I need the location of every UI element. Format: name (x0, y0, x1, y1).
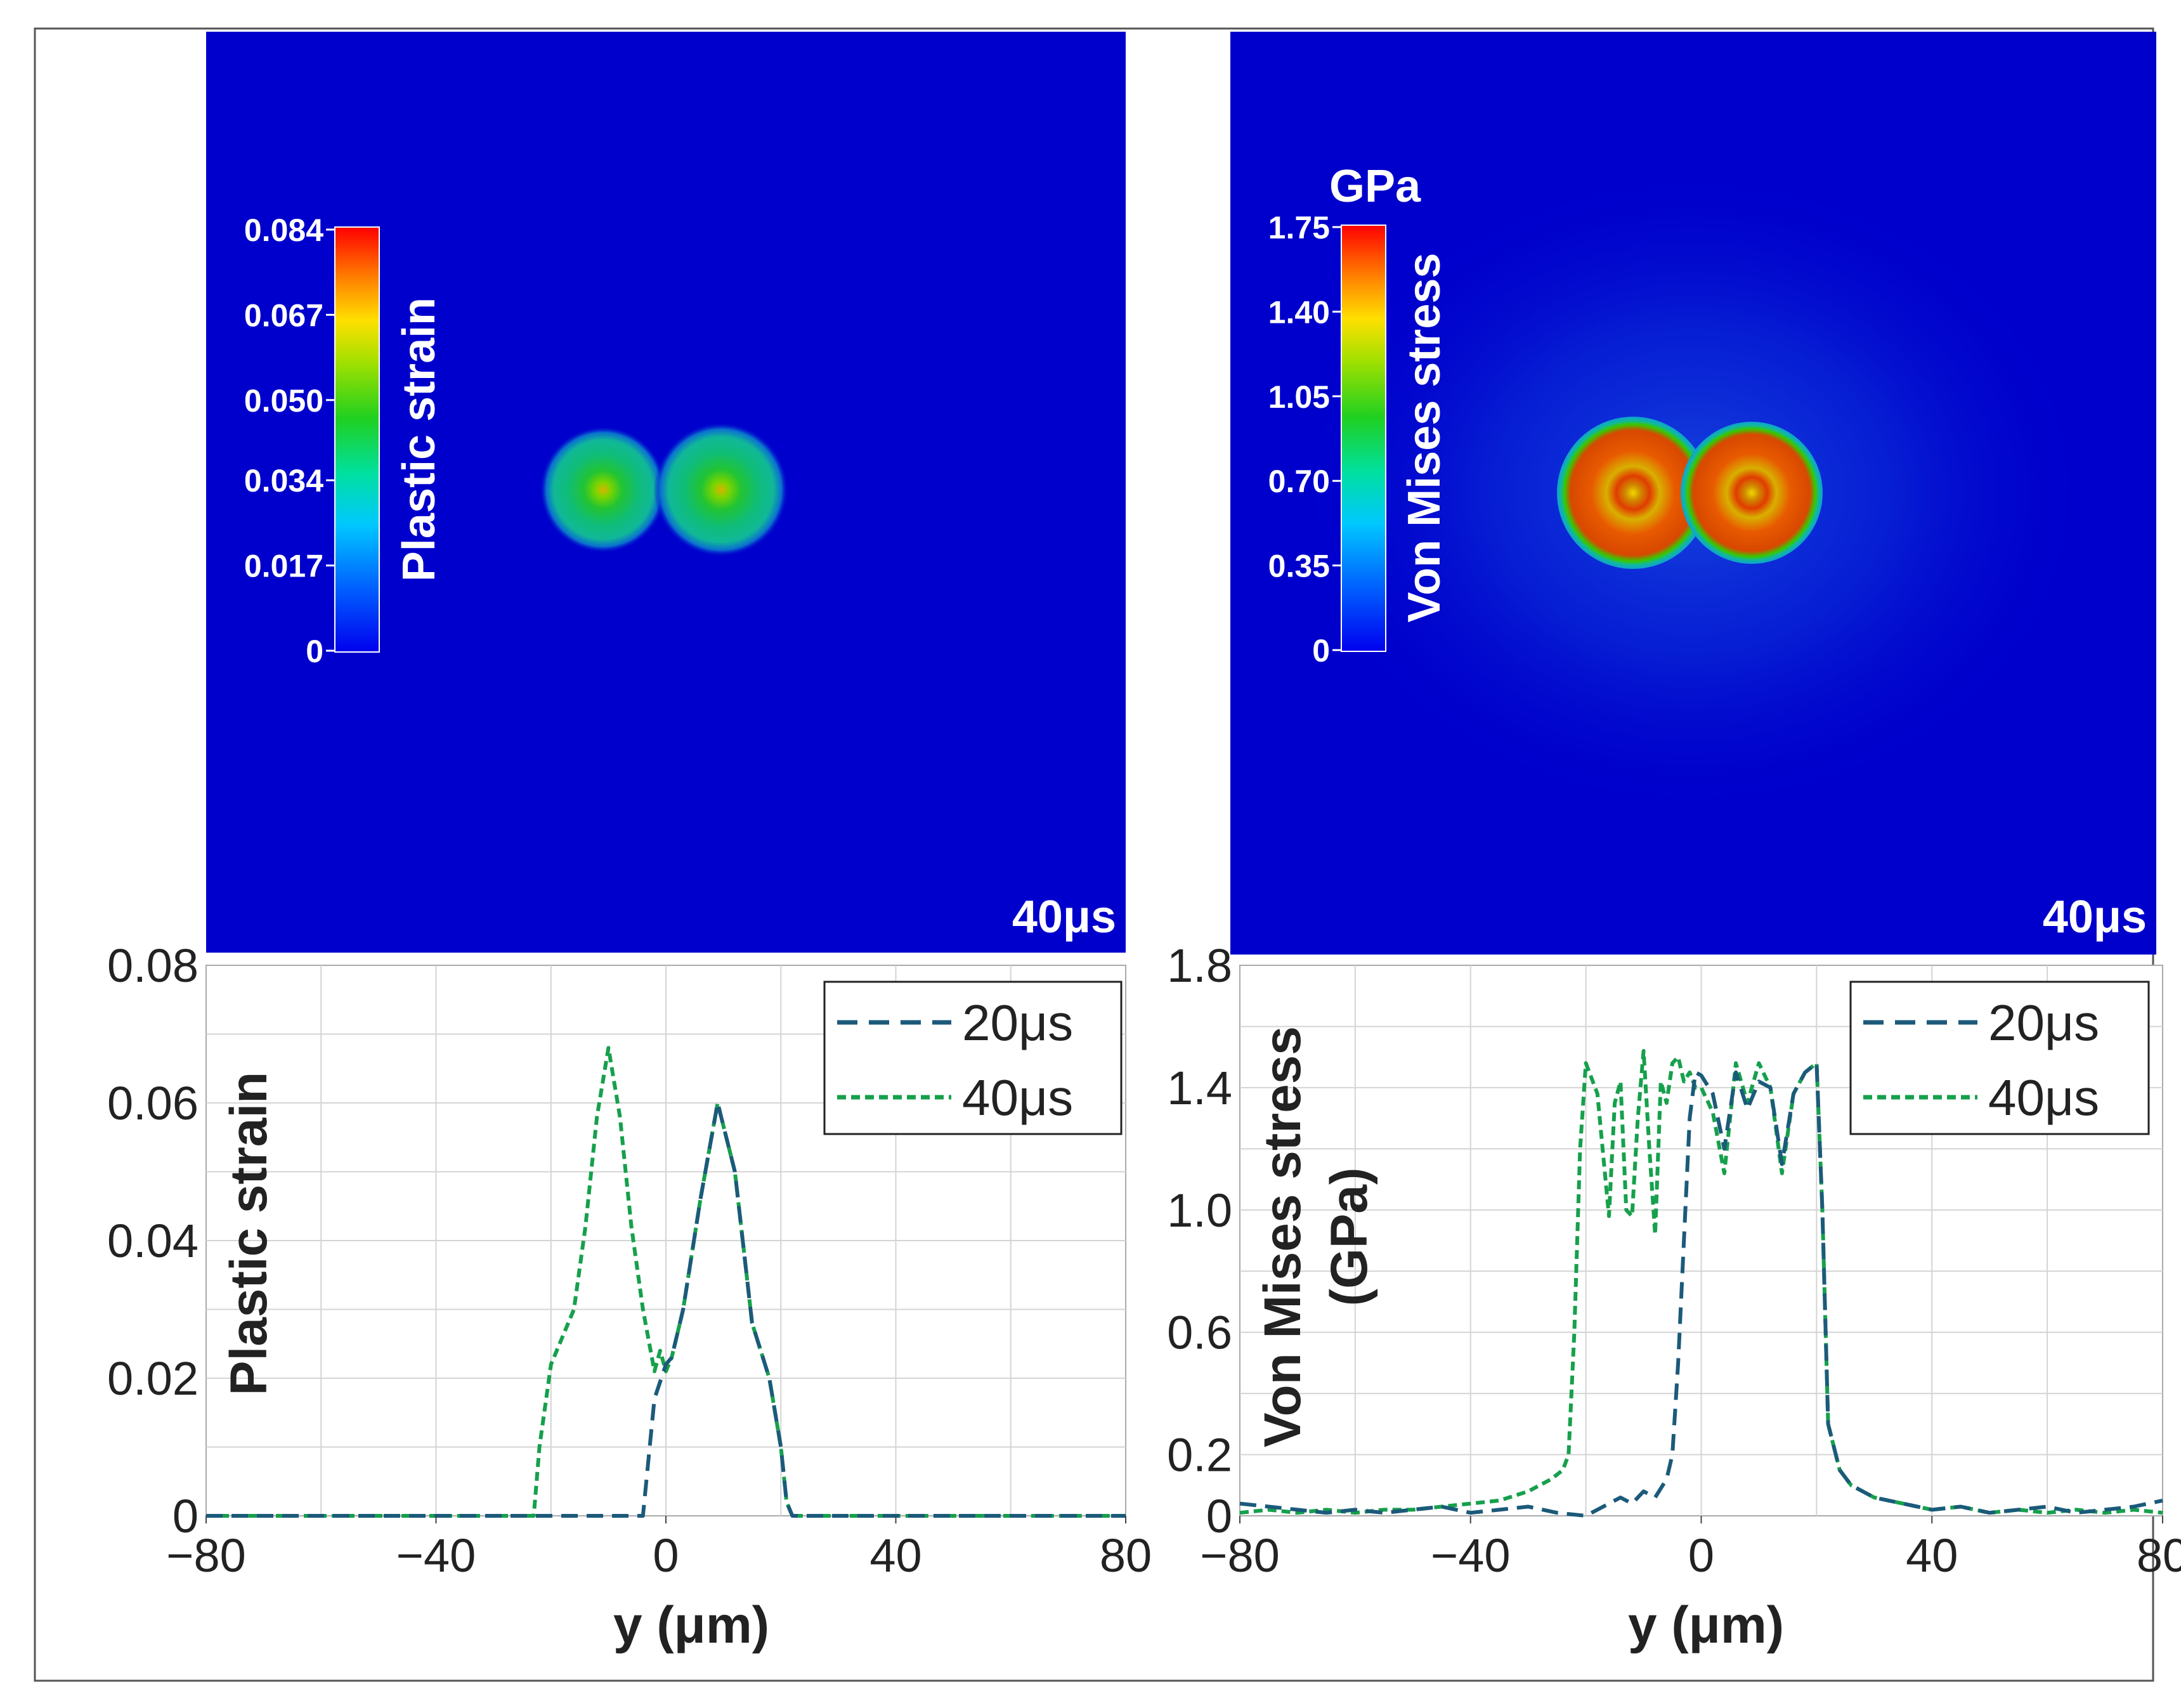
stress-colorbar-tick-label: 1.05 (1268, 379, 1330, 415)
stress-colorbar-tick-label: 1.75 (1268, 210, 1330, 245)
strain-chart-xlabel: y (μm) (613, 1596, 769, 1654)
stress-map-time-label: 40μs (2043, 892, 2147, 942)
strain-colorbar-tick-label: 0.084 (244, 212, 323, 248)
strain-y-tick-label: 0.06 (107, 1077, 199, 1130)
strain-map-time-label: 40μs (1012, 892, 1116, 942)
strain-colorbar-tick-label: 0.034 (244, 463, 323, 499)
stress-colorbar (1341, 225, 1386, 652)
strain-x-tick-label: 0 (653, 1529, 679, 1582)
stress-chart-ylabel-line2: (GPa) (1320, 1168, 1378, 1307)
strain-hotspot-left (540, 426, 667, 553)
stress-x-tick-label: −40 (1431, 1529, 1511, 1582)
strain-chart-series (206, 1046, 1126, 1518)
stress-chart-series (1239, 1049, 2163, 1518)
stress-chart-x-ticks: −80 −40 0 40 80 (1200, 1516, 2181, 1582)
strain-y-tick-label: 0.04 (107, 1215, 199, 1267)
stress-series-line-40us (1239, 1049, 2163, 1515)
stress-y-tick-label: 0.2 (1167, 1429, 1232, 1482)
strain-colorbar-tick-label: 0 (306, 634, 323, 669)
strain-chart-x-ticks: −80 −40 0 40 80 (166, 1516, 1152, 1582)
stress-map-panel: 1.75 1.40 1.05 0.70 0.35 0 GPa Von Mises stre… (1230, 32, 2156, 955)
strain-chart-legend: 20μs 40μs (823, 981, 1123, 1135)
stress-x-tick-label: 80 (2137, 1529, 2181, 1582)
strain-y-tick-label: 0 (173, 1490, 199, 1542)
stress-hotspot-right (1681, 422, 1823, 564)
stress-legend-label-20us: 20μs (1988, 994, 2099, 1051)
stress-colorbar-tick-label: 1.40 (1268, 294, 1330, 330)
stress-legend-label-40us: 40μs (1988, 1069, 2099, 1126)
stress-y-tick-label: 1.8 (1167, 939, 1232, 992)
stress-x-tick-label: −80 (1200, 1529, 1280, 1582)
stress-colorbar-tick-label: 0.35 (1268, 549, 1330, 584)
strain-x-tick-label: −40 (396, 1529, 476, 1582)
stress-chart-legend: 20μs 40μs (1849, 981, 2150, 1135)
strain-colorbar-title: Plastic strain (394, 297, 445, 582)
strain-series-line-20us (206, 1101, 1126, 1518)
strain-map-panel: 0.084 0.067 0.050 0.034 0.017 0 Plastic strai… (206, 32, 1126, 953)
stress-colorbar-tick-label: 0 (1312, 633, 1330, 668)
stress-y-tick-label: 1.4 (1167, 1062, 1232, 1114)
strain-line-chart: −80 −40 0 40 80 0 0.02 0.04 0.06 0.08 y (μm) Pla… (107, 939, 1152, 1654)
stress-chart-y-ticks: 0 0.2 0.6 1.0 1.4 1.8 (1167, 939, 1232, 1542)
stress-line-chart: −80 −40 0 40 80 0 0.2 0.6 1.0 1.4 1.8 y (μm) Von … (1167, 939, 2181, 1654)
strain-colorbar (334, 226, 380, 653)
strain-legend-label-40us: 40μs (962, 1069, 1073, 1126)
stress-x-tick-label: 0 (1688, 1529, 1714, 1582)
stress-colorbar-ticks: 1.75 1.40 1.05 0.70 0.35 0 (1268, 210, 1341, 668)
stress-colorbar-title: Von Mises stress (1399, 253, 1450, 623)
strain-colorbar-tick-label: 0.017 (244, 549, 323, 584)
stress-colorbar-tick-label: 0.70 (1268, 464, 1330, 499)
strain-colorbar-tick-label: 0.050 (244, 383, 323, 419)
stress-series-line-20us (1239, 1061, 2163, 1518)
strain-y-tick-label: 0.02 (107, 1352, 199, 1405)
stress-legend-box (1849, 981, 2150, 1135)
stress-hotspot-left (1557, 417, 1709, 569)
strain-legend-label-20us: 20μs (962, 994, 1073, 1051)
stress-y-tick-label: 0 (1206, 1490, 1232, 1542)
strain-colorbar-ticks: 0.084 0.067 0.050 0.034 0.017 0 (244, 212, 335, 669)
strain-x-tick-label: 40 (869, 1529, 921, 1582)
strain-y-tick-label: 0.08 (107, 939, 199, 992)
stress-y-tick-label: 0.6 (1167, 1307, 1232, 1359)
stress-y-tick-label: 1.0 (1167, 1184, 1232, 1237)
stress-x-tick-label: 40 (1906, 1529, 1958, 1582)
stress-chart-ylabel-line1: Von Mises stress (1254, 1026, 1312, 1447)
strain-legend-box (823, 981, 1123, 1135)
strain-hotspot-right (654, 422, 788, 557)
stress-colorbar-unit: GPa (1329, 161, 1421, 212)
strain-chart-y-ticks: 0 0.02 0.04 0.06 0.08 (107, 939, 199, 1542)
strain-colorbar-tick-label: 0.067 (244, 297, 323, 333)
strain-x-tick-label: 80 (1100, 1529, 1152, 1582)
strain-x-tick-label: −80 (166, 1529, 246, 1582)
strain-chart-ylabel: Plastic strain (220, 1072, 278, 1395)
stress-chart-xlabel: y (μm) (1628, 1596, 1784, 1654)
